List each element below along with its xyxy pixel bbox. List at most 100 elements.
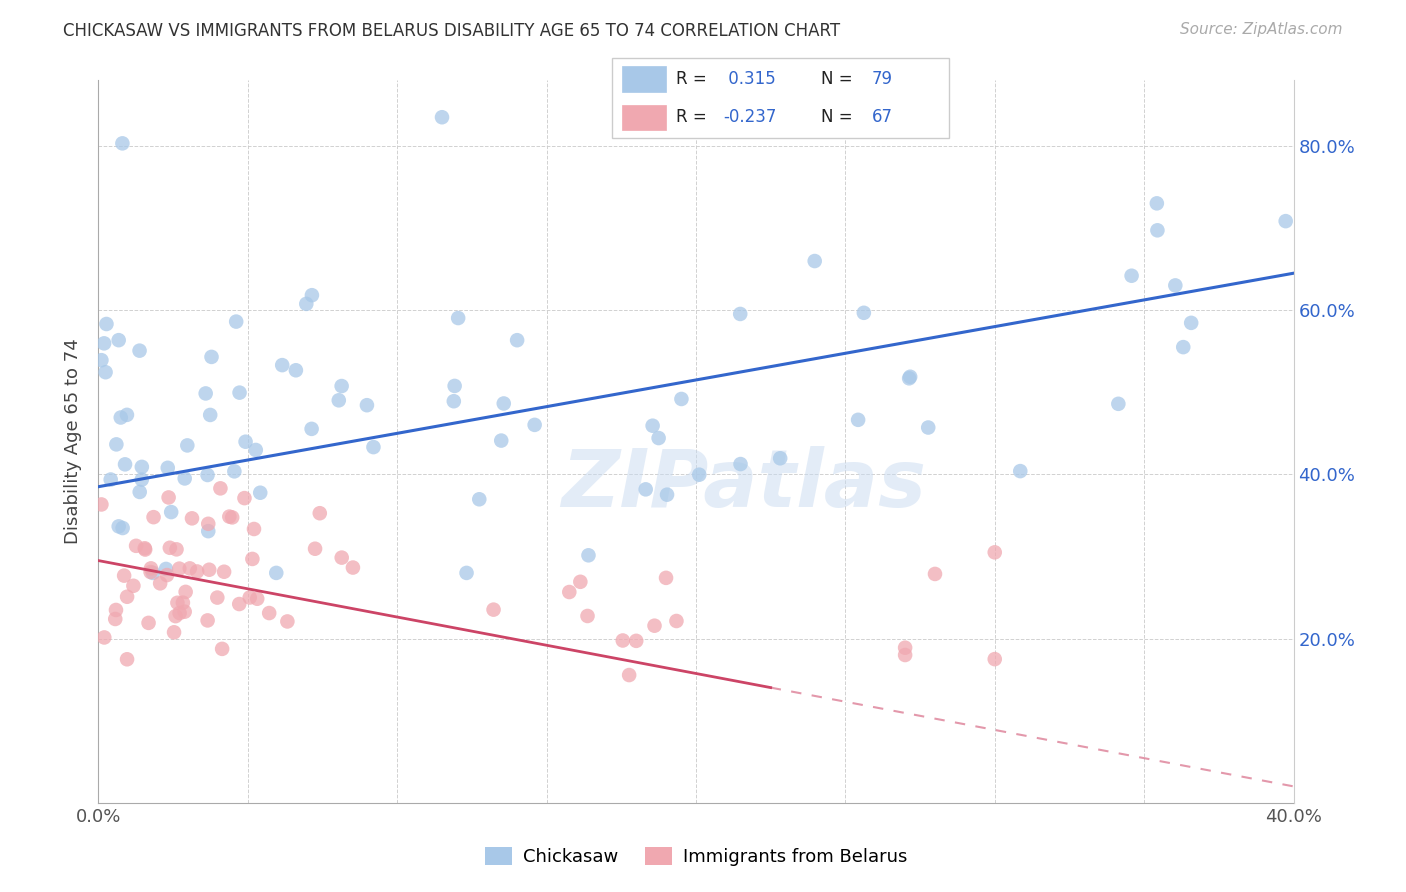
Point xyxy=(304,541,326,556)
Point xyxy=(107,519,129,533)
Point xyxy=(163,625,186,640)
Point xyxy=(156,568,179,582)
Point xyxy=(100,473,122,487)
Point xyxy=(246,591,269,606)
Point xyxy=(894,640,917,655)
Point xyxy=(492,396,515,410)
Point xyxy=(128,343,150,358)
Point xyxy=(447,311,470,326)
Point xyxy=(157,491,180,505)
Point xyxy=(122,579,145,593)
Y-axis label: Disability Age 65 to 74: Disability Age 65 to 74 xyxy=(65,339,83,544)
Point xyxy=(634,483,657,497)
Point xyxy=(924,566,946,581)
Point xyxy=(115,652,138,666)
Point xyxy=(655,488,678,502)
Point xyxy=(276,615,298,629)
Point xyxy=(284,363,307,377)
Point xyxy=(1274,214,1296,228)
Point xyxy=(156,460,179,475)
Point xyxy=(134,542,156,557)
Point xyxy=(249,485,271,500)
Point xyxy=(688,467,710,482)
Point xyxy=(197,467,219,482)
Point xyxy=(1173,340,1195,354)
Point xyxy=(194,386,217,401)
Point xyxy=(166,542,188,557)
Point xyxy=(569,574,592,589)
Point xyxy=(111,136,134,151)
Point xyxy=(1146,223,1168,237)
Point xyxy=(617,668,640,682)
Point xyxy=(769,451,792,466)
Point xyxy=(142,510,165,524)
Point xyxy=(94,365,117,379)
Point xyxy=(142,566,165,580)
Point xyxy=(728,307,751,321)
Point xyxy=(198,563,221,577)
Point xyxy=(984,652,1007,666)
Point xyxy=(558,585,581,599)
Point xyxy=(301,422,323,436)
Point xyxy=(225,315,247,329)
Point xyxy=(90,353,112,368)
Point xyxy=(115,408,138,422)
Point xyxy=(456,566,478,580)
Point xyxy=(363,440,385,454)
Point xyxy=(160,505,183,519)
Point xyxy=(197,614,219,628)
Point xyxy=(186,565,208,579)
Point xyxy=(173,605,195,619)
Point xyxy=(228,385,250,400)
Point xyxy=(846,413,869,427)
Text: CHICKASAW VS IMMIGRANTS FROM BELARUS DISABILITY AGE 65 TO 74 CORRELATION CHART: CHICKASAW VS IMMIGRANTS FROM BELARUS DIS… xyxy=(63,22,841,40)
Point xyxy=(125,539,148,553)
Point xyxy=(257,606,280,620)
Point xyxy=(211,641,233,656)
Point xyxy=(139,561,162,575)
Point xyxy=(207,591,229,605)
Point xyxy=(209,481,232,495)
Point xyxy=(730,457,752,471)
Point xyxy=(898,371,921,385)
Point xyxy=(169,606,191,620)
Text: 67: 67 xyxy=(872,109,893,127)
Point xyxy=(655,571,678,585)
Point xyxy=(105,437,128,451)
Point xyxy=(128,485,150,500)
Point xyxy=(212,565,235,579)
Point xyxy=(894,648,917,662)
Point xyxy=(235,434,257,449)
Point xyxy=(491,434,513,448)
Text: N =: N = xyxy=(821,109,858,127)
Text: -0.237: -0.237 xyxy=(723,109,776,127)
Point xyxy=(243,522,266,536)
Point xyxy=(111,521,134,535)
Point xyxy=(1180,316,1202,330)
Point xyxy=(166,596,188,610)
Point xyxy=(803,254,825,268)
Point xyxy=(93,631,115,645)
Text: 0.315: 0.315 xyxy=(723,70,776,87)
Point xyxy=(443,379,465,393)
Point xyxy=(165,609,187,624)
Point xyxy=(149,576,172,591)
Point xyxy=(264,566,287,580)
FancyBboxPatch shape xyxy=(612,58,949,138)
Point xyxy=(430,110,453,124)
Point xyxy=(356,398,378,412)
Point xyxy=(626,633,648,648)
Point xyxy=(612,633,634,648)
Point xyxy=(295,297,318,311)
Text: ZIPatlas: ZIPatlas xyxy=(561,446,927,524)
Point xyxy=(107,333,129,347)
Point xyxy=(328,393,350,408)
Point xyxy=(644,618,666,632)
Point xyxy=(134,541,156,556)
Text: Source: ZipAtlas.com: Source: ZipAtlas.com xyxy=(1180,22,1343,37)
Point xyxy=(172,596,194,610)
Point xyxy=(176,438,198,452)
Point xyxy=(200,350,222,364)
Point xyxy=(482,602,505,616)
Point xyxy=(898,369,921,384)
